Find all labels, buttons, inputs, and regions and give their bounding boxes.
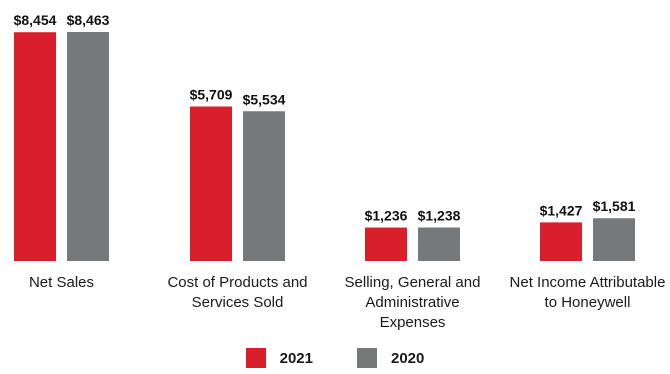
category-label-1: Cost of Products and Services Sold [143, 273, 333, 313]
bar-2021-0 [14, 32, 56, 261]
category-label-line: Services Sold [191, 294, 284, 311]
bar-2020-0 [67, 32, 109, 261]
data-label-2020-1: $5,534 [243, 91, 286, 107]
data-label-2021-3: $1,427 [540, 202, 583, 218]
category-label-3: Net Income Attributable to Honeywell [493, 273, 670, 313]
legend-item-2021: 2021 [245, 348, 313, 368]
legend-label-2021: 2021 [279, 349, 313, 367]
category-label-line: to Honeywell [544, 294, 631, 311]
category-label-line: Cost of Products and [167, 274, 308, 291]
category-label-2: Selling, General and Administrative Expens… [318, 273, 508, 333]
legend-swatch-2021 [245, 348, 266, 368]
bar-2021-3 [540, 222, 582, 261]
data-label-2020-2: $1,238 [418, 208, 461, 224]
legend: 2021 2020 [0, 348, 670, 368]
data-label-2021-0: $8,454 [14, 12, 57, 28]
data-label-2020-0: $8,463 [67, 12, 110, 28]
bar-2020-3 [593, 218, 635, 261]
category-label-line: Net Income Attributable [509, 274, 666, 291]
category-label-0: Net Sales [0, 273, 157, 293]
legend-label-2020: 2020 [391, 349, 425, 367]
data-label-2021-2: $1,236 [365, 208, 408, 224]
data-label-2021-1: $5,709 [190, 87, 233, 103]
legend-item-2020: 2020 [357, 348, 424, 368]
bar-2020-1 [243, 111, 285, 261]
legend-swatch-2020 [357, 348, 377, 368]
bar-2021-1 [190, 106, 232, 261]
bar-2020-2 [418, 227, 460, 261]
category-label-line: Administrative [365, 294, 460, 311]
category-label-line: Selling, General and [344, 274, 481, 291]
bar-2021-2 [365, 227, 407, 261]
category-label-line: Expenses [379, 314, 446, 331]
data-label-2020-3: $1,581 [593, 198, 636, 214]
category-label-line: Net Sales [28, 274, 95, 291]
